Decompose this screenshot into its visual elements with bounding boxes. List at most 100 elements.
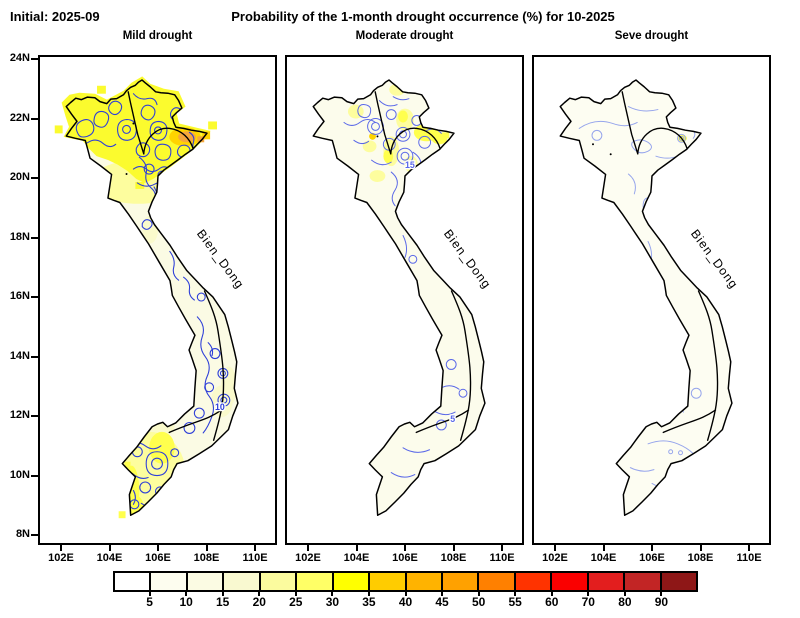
lon-tick-mark	[554, 545, 556, 551]
lon-tick-mark	[108, 545, 111, 551]
panel-title-moderate: Moderate drought	[355, 30, 454, 42]
initial-time-label: Initial: 2025-09	[10, 9, 100, 24]
lat-tick-mark	[31, 58, 38, 60]
colorbar-tick-mark	[477, 592, 480, 596]
lon-tick-label: 102E	[542, 552, 568, 564]
lon-tick-mark	[404, 545, 406, 551]
colorbar-segment	[115, 573, 152, 590]
colorbar-tick-mark	[550, 592, 553, 596]
lon-tick-label: 102E	[295, 552, 321, 564]
lon-tick-label: 102E	[48, 552, 74, 564]
colorbar-tick-mark	[587, 592, 590, 596]
region-boundaries	[621, 91, 719, 441]
colorbar-tick-mark	[514, 592, 517, 596]
lon-tick-mark	[699, 545, 702, 551]
lon-tick-label: 110E	[489, 552, 515, 564]
colorbar-segment	[442, 573, 480, 590]
colorbar-tick-label: 80	[618, 595, 632, 609]
panel-title-severe: Seve drought	[614, 30, 689, 42]
lat-tick-label: 22N	[9, 111, 30, 124]
colorbar-segment	[151, 573, 188, 590]
lat-tick-label: 10N	[9, 468, 30, 481]
lat-tick-label: 20N	[9, 171, 30, 183]
lat-tick-mark	[31, 415, 38, 417]
lon-tick-label: 104E	[96, 552, 123, 564]
colorbar-segment	[260, 573, 298, 590]
ne-yellow-cell	[442, 132, 450, 139]
lon-tick-mark	[748, 545, 750, 551]
lon-tick-label: 110E	[736, 552, 762, 564]
lat-tick-label: 8N	[15, 528, 30, 540]
vietnam-landmass	[560, 80, 732, 516]
lon-tick-mark	[254, 545, 256, 551]
lat-tick-label: 18N	[9, 230, 30, 243]
colorbar-segment	[552, 573, 589, 590]
panel-mild-drought-map: 10 Bien_Dong	[38, 55, 277, 545]
lat-tick-mark	[31, 177, 38, 179]
lon-tick-mark	[157, 545, 159, 551]
lon-tick-label: 104E	[590, 552, 617, 564]
station-dot	[592, 143, 594, 146]
moderate-drought-svg: 15 5 Bien_Dong	[312, 79, 494, 516]
contour-label: 15	[405, 160, 415, 170]
region-boundaries	[374, 91, 472, 441]
sea-label: Bien_Dong	[441, 227, 494, 292]
lon-tick-label: 108E	[687, 552, 714, 564]
colorbar-tick-mark	[258, 592, 261, 596]
lon-tick-mark	[205, 545, 208, 551]
colorbar-tick-label: 10	[179, 595, 193, 609]
vietnam-landmass	[313, 80, 485, 516]
colorbar-segment	[588, 573, 626, 590]
colorbar-tick-label: 15	[216, 595, 230, 609]
colorbar-tick-label: 50	[471, 595, 486, 609]
lon-tick-label: 108E	[193, 552, 220, 564]
lon-tick-mark	[452, 545, 455, 551]
lon-tick-label: 106E	[639, 552, 665, 564]
lon-tick-mark	[602, 545, 605, 551]
colorbar-tick-mark	[148, 592, 151, 596]
contour-label: 5	[450, 414, 455, 424]
colorbar-segment	[625, 573, 662, 590]
lat-tick-label: 12N	[9, 409, 30, 421]
lat-tick-mark	[31, 355, 38, 358]
lon-tick-mark	[651, 545, 653, 551]
colorbar-tick-label: 90	[654, 595, 669, 609]
colorbar-segment	[187, 573, 225, 590]
station-dot	[132, 122, 135, 125]
lat-tick-mark	[31, 474, 38, 477]
lat-tick-mark	[31, 236, 38, 239]
panel-moderate-drought-map: 15 5 Bien_Dong	[285, 55, 524, 545]
lat-tick-mark	[31, 296, 38, 298]
colorbar-tick-mark	[623, 592, 626, 596]
colorbar-tick-label: 60	[545, 595, 559, 609]
colorbar-tick-label: 45	[435, 595, 449, 609]
sea-label: Bien_Dong	[688, 227, 741, 292]
lon-tick-mark	[355, 545, 358, 551]
panel-severe-drought-map: Bien_Dong	[532, 55, 771, 545]
colorbar-segment	[515, 573, 553, 590]
mild-drought-svg: 10 Bien_Dong	[54, 76, 247, 519]
colorbar-tick-mark	[221, 592, 224, 596]
colorbar-tick-mark	[294, 592, 297, 596]
colorbar-tick-mark	[404, 592, 407, 596]
colorbar	[113, 571, 698, 592]
colorbar-segment	[297, 573, 334, 590]
lon-tick-mark	[307, 545, 309, 551]
colorbar-tick-label: 70	[581, 595, 595, 609]
colorbar-segment	[224, 573, 261, 590]
station-dot	[609, 153, 612, 156]
colorbar-tick-mark	[185, 592, 188, 596]
figure-title: Probability of the 1-month drought occur…	[231, 9, 615, 24]
colorbar-tick-label: 40	[398, 595, 413, 609]
sea-label: Bien_Dong	[194, 227, 247, 292]
colorbar-segment	[370, 573, 407, 590]
colorbar-segment	[661, 573, 696, 590]
colorbar-tick-label: 25	[289, 595, 303, 609]
colorbar-tick-mark	[660, 592, 663, 596]
colorbar-tick-mark	[441, 592, 444, 596]
colorbar-tick-mark	[367, 592, 370, 596]
colorbar-tick-label: 55	[508, 595, 522, 609]
lon-tick-label: 104E	[343, 552, 370, 564]
colorbar-segment	[406, 573, 443, 590]
